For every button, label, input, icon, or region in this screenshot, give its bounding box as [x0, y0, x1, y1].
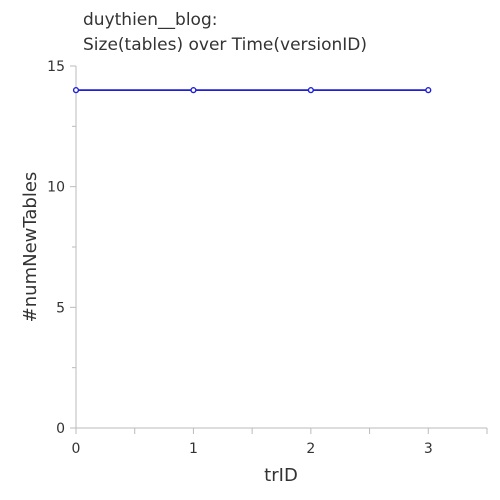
y-axis-label: #numNewTables — [20, 172, 41, 323]
data-point — [425, 87, 432, 94]
axis-ticks: 0 1 2 3 0 5 10 15 — [47, 59, 488, 457]
x-tick-label: 2 — [306, 441, 315, 457]
plot-area: 0 1 2 3 0 5 10 15 — [47, 59, 488, 457]
y-tick-label: 15 — [47, 59, 65, 75]
chart-title-line-2: Size(tables) over Time(versionID) — [83, 35, 367, 55]
y-tick-label: 0 — [56, 421, 65, 437]
x-tick-label: 3 — [424, 441, 433, 457]
data-point — [72, 87, 80, 94]
y-tick-label: 5 — [56, 300, 65, 316]
chart-title-line-1: duythien__blog: — [83, 10, 217, 30]
data-point — [190, 87, 197, 94]
y-tick-label: 10 — [47, 180, 65, 196]
x-axis-label: trID — [264, 465, 298, 486]
series-layer — [72, 87, 432, 94]
data-point — [307, 87, 314, 94]
x-tick-label: 0 — [72, 441, 81, 457]
x-tick-label: 1 — [189, 441, 198, 457]
